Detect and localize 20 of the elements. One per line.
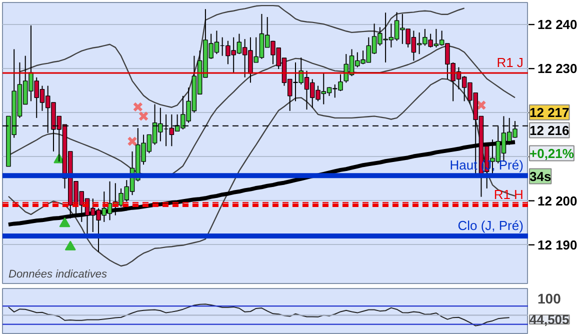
text: 100 [538,290,562,306]
point [132,102,143,112]
point [64,240,76,250]
point [138,111,149,122]
y-tick-label: 12 230 [538,61,578,76]
point [127,136,138,146]
annotation: 12 216 [530,122,570,138]
ref-line-label: R1 H [494,187,524,202]
text: 34s [530,168,552,184]
ref-line-label: 12 217 [530,104,570,120]
line-series [19,4,465,108]
annotation: Données indicatives [8,268,108,280]
text: +0,21% [530,146,574,161]
point [476,100,486,110]
y-tick-label: 12 190 [538,237,578,252]
y-tick-label: 12 240 [538,17,578,32]
point [59,217,70,228]
ref-line-label: Clo (J, Pré) [458,218,524,234]
y-tick-label: 12 200 [538,193,578,208]
ref-line-label: R1 J [496,55,524,70]
